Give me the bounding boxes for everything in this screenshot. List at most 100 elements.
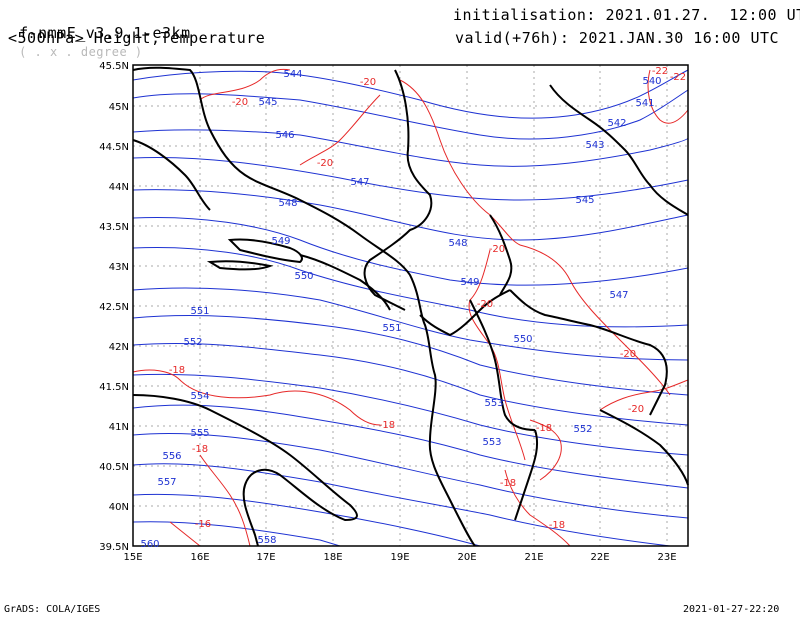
- height-label: 542: [607, 118, 626, 129]
- height-label: 555: [190, 428, 209, 439]
- lon-label: 21E: [524, 552, 543, 563]
- border: [469, 299, 536, 431]
- height-contour: [132, 404, 689, 489]
- height-label: 552: [183, 337, 202, 348]
- temp-label: -18: [536, 423, 552, 434]
- height-contour: [132, 156, 689, 201]
- lon-label: 19E: [390, 552, 409, 563]
- lat-label: 44N: [109, 182, 129, 193]
- temp-label: -20: [232, 97, 248, 108]
- temperature-labels: -20 -20 -20 -20 -20 -20 -20 -22 -18 -18 …: [169, 66, 686, 531]
- lat-label: 41.5N: [99, 382, 129, 393]
- height-label: 551: [190, 306, 209, 317]
- temp-label: -20: [360, 77, 376, 88]
- height-label: 549: [460, 277, 479, 288]
- coastline: [206, 260, 274, 271]
- height-label: 544: [283, 69, 302, 80]
- temperature-contour: [399, 79, 521, 246]
- lat-label: 45.5N: [99, 61, 129, 72]
- height-label: 550: [294, 271, 313, 282]
- height-label: 547: [609, 290, 628, 301]
- height-contour: [132, 432, 689, 519]
- lat-label: 40.5N: [99, 462, 129, 473]
- height-contour: [132, 493, 481, 547]
- coastlines-borders: [132, 66, 689, 547]
- footer-credit: GrADS: COLA/IGES: [4, 604, 101, 615]
- lat-label: 39.5N: [99, 542, 129, 553]
- coastline: [132, 139, 211, 211]
- lon-axis: 15E 16E 17E 18E 19E 20E 21E 22E 23E: [123, 552, 676, 563]
- model-label: f-nmmE_v3.9.1-e3km: [19, 24, 191, 42]
- temp-label: -18: [192, 444, 208, 455]
- border: [514, 429, 539, 521]
- height-label: 551: [382, 323, 401, 334]
- height-contour: [132, 246, 689, 328]
- coastline: [227, 238, 303, 264]
- height-contour: [132, 373, 689, 456]
- temperature-contour: [132, 369, 381, 426]
- temp-label: -20: [477, 299, 493, 310]
- height-label: 558: [257, 535, 276, 546]
- lat-label: 42.5N: [99, 302, 129, 313]
- temp-label: -20: [620, 349, 636, 360]
- height-label: 545: [575, 195, 594, 206]
- height-label: 553: [484, 398, 503, 409]
- temp-label: -18: [500, 478, 516, 489]
- lat-label: 45N: [109, 102, 129, 113]
- lon-label: 15E: [123, 552, 142, 563]
- height-contour: [132, 521, 341, 547]
- lon-label: 20E: [457, 552, 476, 563]
- height-contour: [132, 342, 689, 426]
- temp-label: -20: [489, 244, 505, 255]
- height-labels: 544 545 546 547 548 549 550 551 552 553 …: [140, 69, 661, 550]
- lat-label: 40N: [109, 502, 129, 513]
- height-label: 556: [162, 451, 181, 462]
- lat-label: 41N: [109, 422, 129, 433]
- lon-label: 18E: [323, 552, 342, 563]
- border: [509, 289, 668, 416]
- lat-label: 42N: [109, 342, 129, 353]
- coastline: [132, 394, 358, 547]
- footer-timestamp: 2021-01-27-22:20: [683, 604, 780, 615]
- temperature-contour: [519, 244, 671, 396]
- temperature-contour: [169, 521, 201, 547]
- height-label: 549: [271, 236, 290, 247]
- height-label: 552: [573, 424, 592, 435]
- lon-label: 16E: [190, 552, 209, 563]
- height-label: 545: [258, 97, 277, 108]
- temperature-contour: [199, 68, 291, 101]
- height-label: 548: [448, 238, 467, 249]
- temp-label: -18: [379, 420, 395, 431]
- border: [599, 409, 689, 486]
- height-contours: [132, 69, 689, 547]
- temp-label: -22: [652, 66, 668, 77]
- graticule: [133, 65, 688, 546]
- height-contour: [132, 463, 671, 547]
- height-label: 543: [585, 140, 604, 151]
- lat-label: 43N: [109, 262, 129, 273]
- units-label: ( . x . degree ): [19, 45, 143, 59]
- temperature-contour: [299, 94, 381, 166]
- height-label: 550: [513, 334, 532, 345]
- temperature-contour: [599, 379, 689, 411]
- field-title: <500hPa> Height,Temperature: [8, 29, 266, 47]
- coastline: [299, 254, 391, 311]
- temperature-contour: [529, 419, 562, 481]
- temp-label: -22: [670, 72, 686, 83]
- temp-label: -16: [195, 519, 211, 530]
- height-contour: [132, 216, 689, 286]
- height-label: 547: [350, 177, 369, 188]
- lat-label: 43.5N: [99, 222, 129, 233]
- border: [419, 289, 511, 337]
- height-contour: [132, 69, 689, 119]
- temp-label: -20: [317, 158, 333, 169]
- temperature-contour: [504, 469, 571, 547]
- model-name: f-nmmE_v3.9.1-e3km ( . x . degree ): [0, 6, 191, 60]
- height-contour: [132, 287, 689, 361]
- height-contour: [132, 129, 689, 167]
- temperature-contour: [647, 69, 689, 124]
- height-label: 557: [157, 477, 176, 488]
- height-label: 546: [275, 130, 294, 141]
- border: [549, 84, 689, 216]
